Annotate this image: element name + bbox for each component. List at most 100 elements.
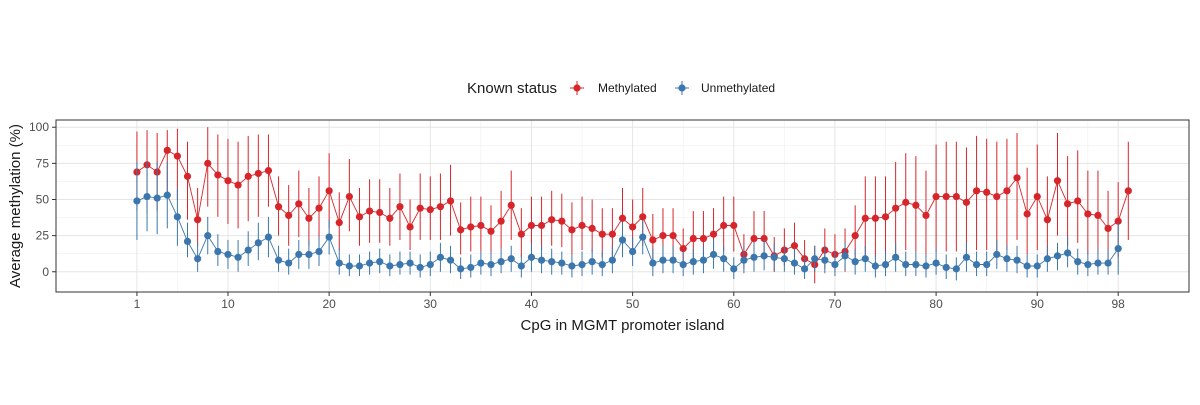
data-point	[760, 252, 768, 260]
data-point	[153, 194, 161, 202]
data-point	[760, 234, 768, 243]
x-tick-label: 10	[221, 297, 235, 311]
data-point	[962, 253, 971, 261]
data-point	[679, 245, 687, 253]
data-point	[790, 242, 799, 250]
data-point	[325, 187, 333, 195]
data-point	[902, 198, 910, 206]
data-point	[264, 233, 273, 241]
data-point	[274, 256, 283, 264]
data-point	[1094, 259, 1102, 267]
data-point	[426, 206, 434, 214]
data-point	[740, 256, 748, 264]
data-point	[983, 260, 991, 269]
legend-title: Known status	[467, 80, 557, 97]
x-tick-label: 70	[828, 297, 842, 311]
data-point	[467, 263, 475, 272]
data-point	[497, 217, 505, 225]
data-point	[1104, 259, 1112, 267]
data-point	[345, 193, 353, 201]
data-point	[295, 250, 303, 259]
data-point	[204, 232, 212, 240]
data-point	[194, 255, 202, 263]
data-point	[679, 260, 687, 269]
data-point	[355, 213, 364, 221]
data-point	[598, 260, 606, 269]
data-point	[234, 253, 242, 261]
data-point	[224, 177, 232, 185]
data-point	[183, 237, 192, 246]
data-point	[376, 258, 384, 266]
data-point	[639, 233, 647, 241]
data-point	[1013, 174, 1021, 182]
data-point	[639, 213, 647, 221]
data-point	[527, 221, 536, 230]
data-point	[497, 258, 505, 266]
data-point	[548, 258, 556, 266]
y-tick-label: 75	[36, 156, 50, 170]
series-methylated	[133, 127, 1132, 284]
data-point	[942, 263, 950, 272]
data-point	[811, 255, 819, 263]
data-point	[457, 265, 465, 273]
data-point	[669, 256, 677, 264]
data-point	[972, 260, 981, 269]
data-point	[214, 171, 222, 179]
data-point	[355, 262, 364, 270]
legend: Known status Methylated Unmethylated	[467, 80, 775, 97]
data-point	[214, 247, 222, 256]
points-unmethylated	[133, 191, 1122, 273]
data-point	[689, 234, 697, 243]
data-point	[659, 232, 667, 240]
data-point	[1114, 217, 1122, 225]
data-point	[163, 191, 171, 199]
x-tick-label: 60	[727, 297, 741, 311]
data-point	[406, 223, 414, 231]
data-point	[163, 146, 171, 154]
data-point	[194, 216, 202, 224]
data-point	[750, 253, 758, 261]
y-axis-title: Average methylation (%)	[7, 124, 24, 288]
data-point	[537, 221, 546, 230]
data-point	[315, 204, 323, 212]
data-point	[285, 211, 293, 219]
data-point	[993, 193, 1001, 201]
points-methylated	[133, 146, 1132, 269]
data-point	[932, 259, 940, 267]
data-point	[416, 263, 424, 272]
data-point	[1074, 197, 1082, 205]
data-point	[274, 203, 283, 211]
legend-key-point	[573, 84, 581, 92]
legend-label-methylated: Methylated	[598, 81, 657, 95]
data-point	[173, 152, 181, 160]
data-point	[396, 260, 404, 269]
data-point	[244, 172, 252, 180]
x-tick-label: 80	[929, 297, 943, 311]
data-point	[881, 213, 890, 221]
data-point	[1124, 187, 1132, 195]
data-point	[1043, 216, 1051, 224]
x-axis: 1 10 20 30 40 50 60 70 80 90 98	[134, 292, 1125, 311]
x-tick-label: 40	[525, 297, 539, 311]
data-point	[345, 262, 353, 270]
data-point	[932, 193, 940, 201]
data-point	[831, 260, 839, 269]
data-point	[912, 260, 920, 269]
data-point	[699, 256, 708, 264]
data-point	[487, 227, 495, 235]
data-point	[1033, 193, 1041, 201]
data-point	[305, 214, 313, 222]
data-point	[365, 207, 374, 215]
data-point	[861, 255, 869, 263]
data-point	[618, 214, 627, 222]
y-tick-label: 0	[42, 265, 49, 279]
legend-key-unmethylated	[675, 81, 689, 95]
data-point	[183, 172, 192, 180]
x-tick-label: 90	[1031, 297, 1045, 311]
data-point	[1003, 255, 1011, 263]
series-unmethylated	[133, 161, 1122, 281]
data-point	[335, 219, 343, 227]
data-point	[568, 262, 576, 270]
data-point	[487, 260, 495, 269]
